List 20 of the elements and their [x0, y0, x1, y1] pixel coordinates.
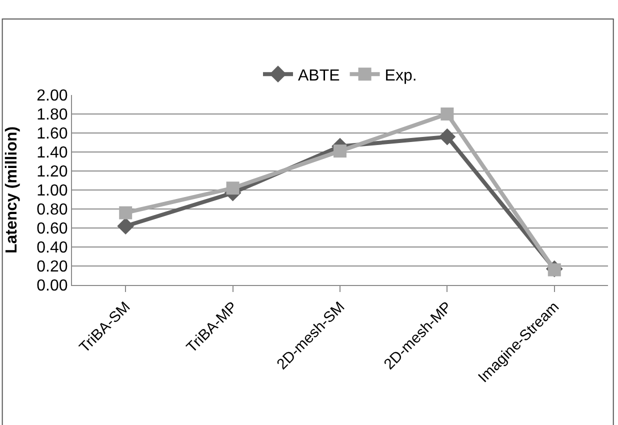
y-tick-label: 1.60	[36, 126, 68, 143]
y-axis-title: Latency (million)	[4, 126, 21, 254]
y-tick-label: 0.80	[36, 202, 68, 219]
point	[117, 218, 134, 235]
point	[440, 108, 454, 120]
y-tick-label: 0.40	[36, 240, 68, 257]
y-tick-label: 1.80	[36, 106, 68, 124]
y-tick-label: 2.00	[36, 88, 68, 105]
point	[334, 144, 346, 158]
y-tick-label: 0.20	[36, 258, 68, 276]
y-tick-label: 1.40	[36, 144, 68, 162]
y-tick-label: 0.60	[36, 220, 68, 238]
point	[226, 182, 240, 195]
point	[438, 128, 456, 146]
y-tick-label: 1.20	[36, 164, 68, 181]
legend-label: Exp.	[384, 67, 417, 84]
y-tick-label: 0.00	[36, 278, 68, 295]
y-tick-label: 1.00	[36, 182, 68, 200]
legend-label: ABTE	[298, 67, 340, 84]
point	[119, 206, 132, 220]
